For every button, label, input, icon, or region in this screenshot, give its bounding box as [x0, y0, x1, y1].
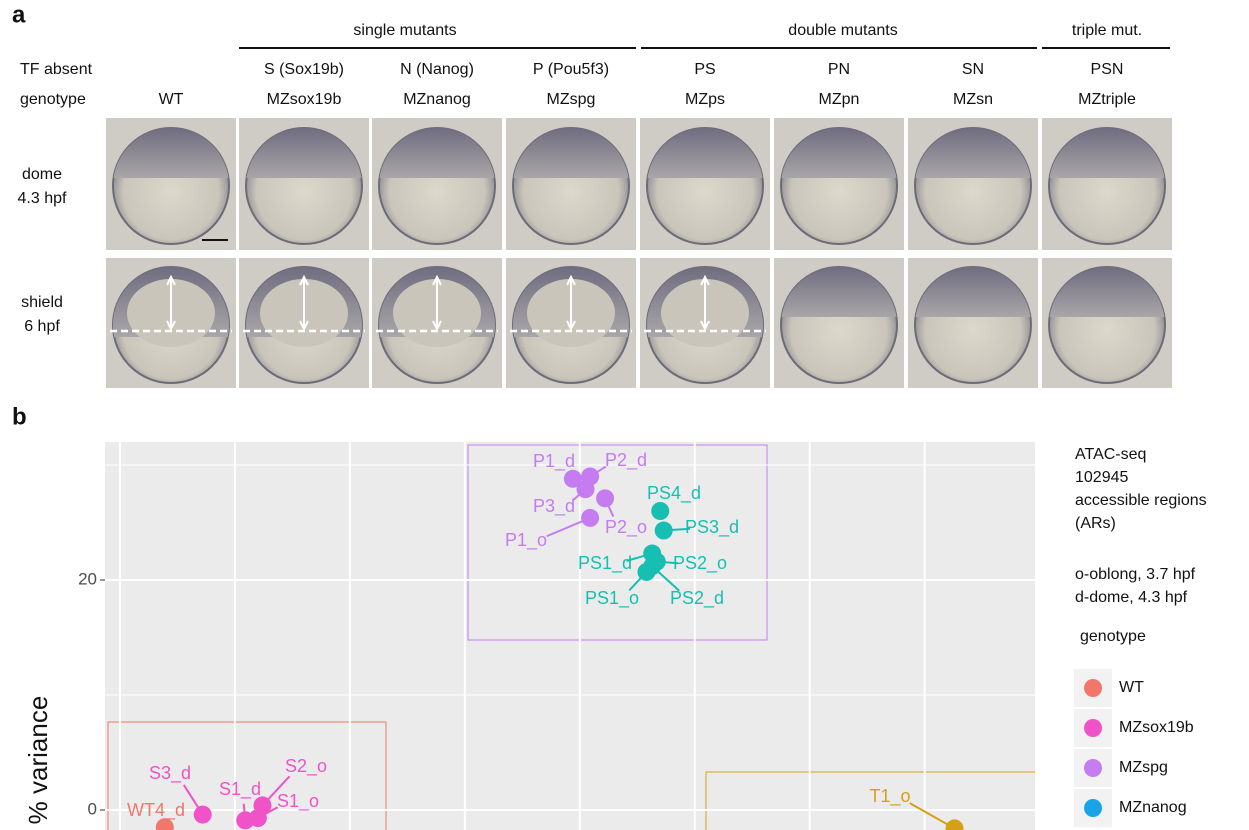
- annotation: o-oblong, 3.7 hpf: [1075, 566, 1196, 583]
- legend-key: [1084, 759, 1102, 777]
- annotation: (ARs): [1075, 515, 1116, 532]
- figure: a b TF absent genotype single mutants do…: [0, 0, 1249, 830]
- point: [643, 557, 661, 575]
- stage-time: 4.3 hpf: [18, 190, 67, 207]
- embryo-tile: [908, 258, 1038, 388]
- point-label: PS2_d: [670, 588, 724, 609]
- point-label: S1_d: [219, 779, 261, 800]
- legend-label: MZnanog: [1119, 799, 1187, 816]
- stage-name: shield: [21, 294, 63, 311]
- embryo-tile: [372, 118, 502, 250]
- embryo-images: [106, 118, 1172, 388]
- genotype: MZspg: [547, 91, 596, 108]
- point: [655, 522, 673, 540]
- embryo-tile: [239, 118, 369, 250]
- point-label: S2_o: [285, 756, 327, 777]
- tf-absent: PN: [828, 61, 850, 78]
- embryo-tile: [640, 258, 770, 388]
- genotype: MZtriple: [1078, 91, 1136, 108]
- embryo-tile: [372, 258, 502, 388]
- group-label: double mutants: [788, 22, 897, 39]
- point-label: S1_o: [277, 791, 319, 812]
- group-label: triple mut.: [1072, 22, 1142, 39]
- point-label: S3_d: [149, 763, 191, 784]
- legend-key: [1084, 679, 1102, 697]
- embryo-tile: [1042, 118, 1172, 250]
- legend-label: MZspg: [1119, 759, 1168, 776]
- embryo-tile: [774, 118, 904, 250]
- panel-label: b: [12, 403, 27, 430]
- embryo-tile: [506, 258, 636, 388]
- genotype: MZsox19b: [267, 91, 342, 108]
- embryo-tile: [1042, 258, 1172, 388]
- point-label: PS1_d: [578, 553, 632, 574]
- embryo-tile: [640, 118, 770, 250]
- tf-absent: PS: [694, 61, 715, 78]
- genotype: WT: [159, 91, 184, 108]
- embryo-tile: [774, 258, 904, 388]
- point-label: P1_o: [505, 530, 547, 551]
- point: [194, 806, 212, 824]
- tf-absent: P (Pou5f3): [533, 61, 609, 78]
- row-header: TF absent: [20, 61, 93, 78]
- tf-absent: N (Nanog): [400, 61, 474, 78]
- point: [581, 509, 599, 527]
- legend-title: genotype: [1080, 628, 1146, 645]
- point-label: PS1_o: [585, 588, 639, 609]
- tf-absent: PSN: [1091, 61, 1124, 78]
- genotype: MZps: [685, 91, 725, 108]
- annotation: d-dome, 4.3 hpf: [1075, 589, 1188, 606]
- stage-name: dome: [22, 166, 62, 183]
- point: [596, 489, 614, 507]
- annotation: accessible regions: [1075, 492, 1207, 509]
- point-label: P1_d: [533, 451, 575, 472]
- y-tick-label: 0: [88, 799, 97, 818]
- stage-time: 6 hpf: [24, 318, 60, 335]
- point: [577, 480, 595, 498]
- embryo-tile: [239, 258, 369, 388]
- point-label: PS4_d: [647, 483, 701, 504]
- legend-key: [1084, 719, 1102, 737]
- embryo-tile: [106, 258, 236, 388]
- embryo-tile: [106, 118, 236, 250]
- point-label: P2_o: [605, 517, 647, 538]
- y-tick-label: 20: [78, 569, 97, 588]
- annotation: ATAC-seq: [1075, 446, 1146, 463]
- point-label: WT4_d: [127, 800, 185, 821]
- legend-key: [1084, 799, 1102, 817]
- point: [249, 809, 267, 827]
- tf-absent: SN: [962, 61, 984, 78]
- genotype: MZsn: [953, 91, 993, 108]
- embryo-tile: [908, 118, 1038, 250]
- panel-label: a: [12, 1, 26, 28]
- point-label: P2_d: [605, 450, 647, 471]
- point-label: T1_o: [869, 786, 910, 807]
- row-header: genotype: [20, 91, 86, 108]
- point-label: PS3_d: [685, 517, 739, 538]
- tf-absent: S (Sox19b): [264, 61, 344, 78]
- genotype: MZpn: [819, 91, 860, 108]
- point: [651, 502, 669, 520]
- y-axis-label: % variance: [23, 696, 53, 825]
- legend-label: WT: [1119, 679, 1144, 696]
- genotype: MZnanog: [403, 91, 471, 108]
- legend-label: MZsox19b: [1119, 719, 1194, 736]
- annotation: 102945: [1075, 469, 1128, 486]
- point-label: PS2_o: [673, 553, 727, 574]
- point-label: P3_d: [533, 496, 575, 517]
- embryo-tile: [506, 118, 636, 250]
- group-label: single mutants: [353, 22, 456, 39]
